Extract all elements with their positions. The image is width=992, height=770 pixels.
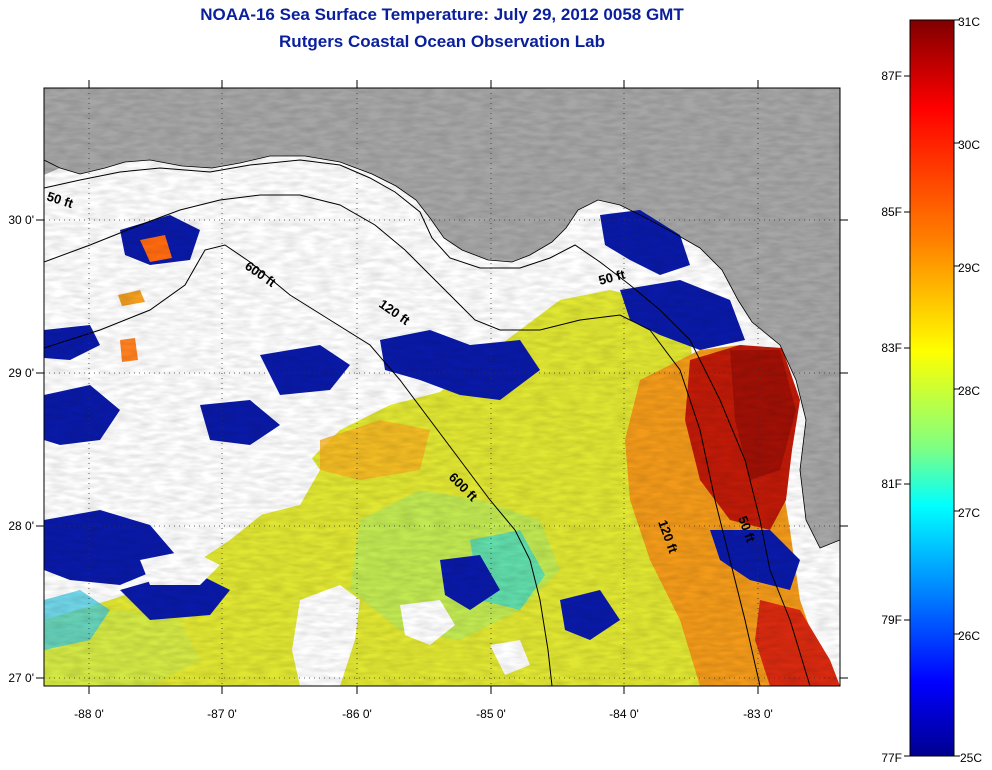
colorbar-fahrenheit-labels: 87F 85F 83F 81F 79F 77F bbox=[881, 69, 902, 765]
colorbar-gradient bbox=[909, 19, 955, 757]
colorbar-fahrenheit-label: 81F bbox=[881, 477, 902, 491]
colorbar-celsius-labels: 31C 30C 29C 28C 27C 26C 25C bbox=[958, 15, 982, 765]
colorbar-celsius-label: 28C bbox=[958, 384, 980, 398]
lat-tick-label: 30 0' bbox=[8, 213, 34, 227]
contour-label-50ft-east: 50 ft bbox=[597, 266, 627, 288]
contour-120ft bbox=[44, 194, 761, 686]
map-subtitle: Rutgers Coastal Ocean Observation Lab bbox=[279, 32, 605, 51]
axis-ticks bbox=[36, 80, 848, 694]
colorbar-celsius-label: 27C bbox=[958, 506, 980, 520]
map-frame bbox=[43, 87, 841, 687]
sst-texture bbox=[44, 88, 840, 686]
lon-tick-label: -87 0' bbox=[207, 707, 237, 721]
contour-50ft bbox=[44, 159, 811, 686]
lat-tick-labels: 30 0' 29 0' 28 0' 27 0' bbox=[8, 213, 34, 685]
colorbar-fahrenheit-label: 77F bbox=[881, 751, 902, 765]
contour-600ft bbox=[44, 244, 553, 686]
colorbar-celsius-label: 29C bbox=[958, 261, 980, 275]
lon-tick-labels: -88 0' -87 0' -86 0' -85 0' -84 0' -83 0… bbox=[74, 707, 773, 721]
lat-tick-label: 29 0' bbox=[8, 366, 34, 380]
lon-tick-label: -86 0' bbox=[342, 707, 372, 721]
lon-tick-label: -83 0' bbox=[743, 707, 773, 721]
map-title: NOAA-16 Sea Surface Temperature: July 29… bbox=[200, 5, 684, 24]
colorbar-fahrenheit-label: 85F bbox=[881, 205, 902, 219]
colorbar-fahrenheit-label: 83F bbox=[881, 341, 902, 355]
lon-tick-label: -84 0' bbox=[609, 707, 639, 721]
sst-imagery bbox=[44, 88, 840, 686]
colorbar-fahrenheit-label: 87F bbox=[881, 69, 902, 83]
lon-tick-label: -85 0' bbox=[476, 707, 506, 721]
depth-contours bbox=[44, 159, 811, 686]
coastline bbox=[44, 155, 840, 549]
colorbar: 31C 30C 29C 28C 27C 26C 25C 87F 85F 83F … bbox=[881, 15, 982, 765]
colorbar-celsius-label: 31C bbox=[958, 15, 980, 29]
lat-tick-label: 27 0' bbox=[8, 671, 34, 685]
colorbar-celsius-label: 26C bbox=[958, 629, 980, 643]
colorbar-celsius-label: 30C bbox=[958, 138, 980, 152]
colorbar-fahrenheit-label: 79F bbox=[881, 613, 902, 627]
colorbar-ticks bbox=[904, 19, 960, 757]
colorbar-celsius-label: 25C bbox=[960, 751, 982, 765]
lon-tick-label: -88 0' bbox=[74, 707, 104, 721]
lat-tick-label: 28 0' bbox=[8, 519, 34, 533]
